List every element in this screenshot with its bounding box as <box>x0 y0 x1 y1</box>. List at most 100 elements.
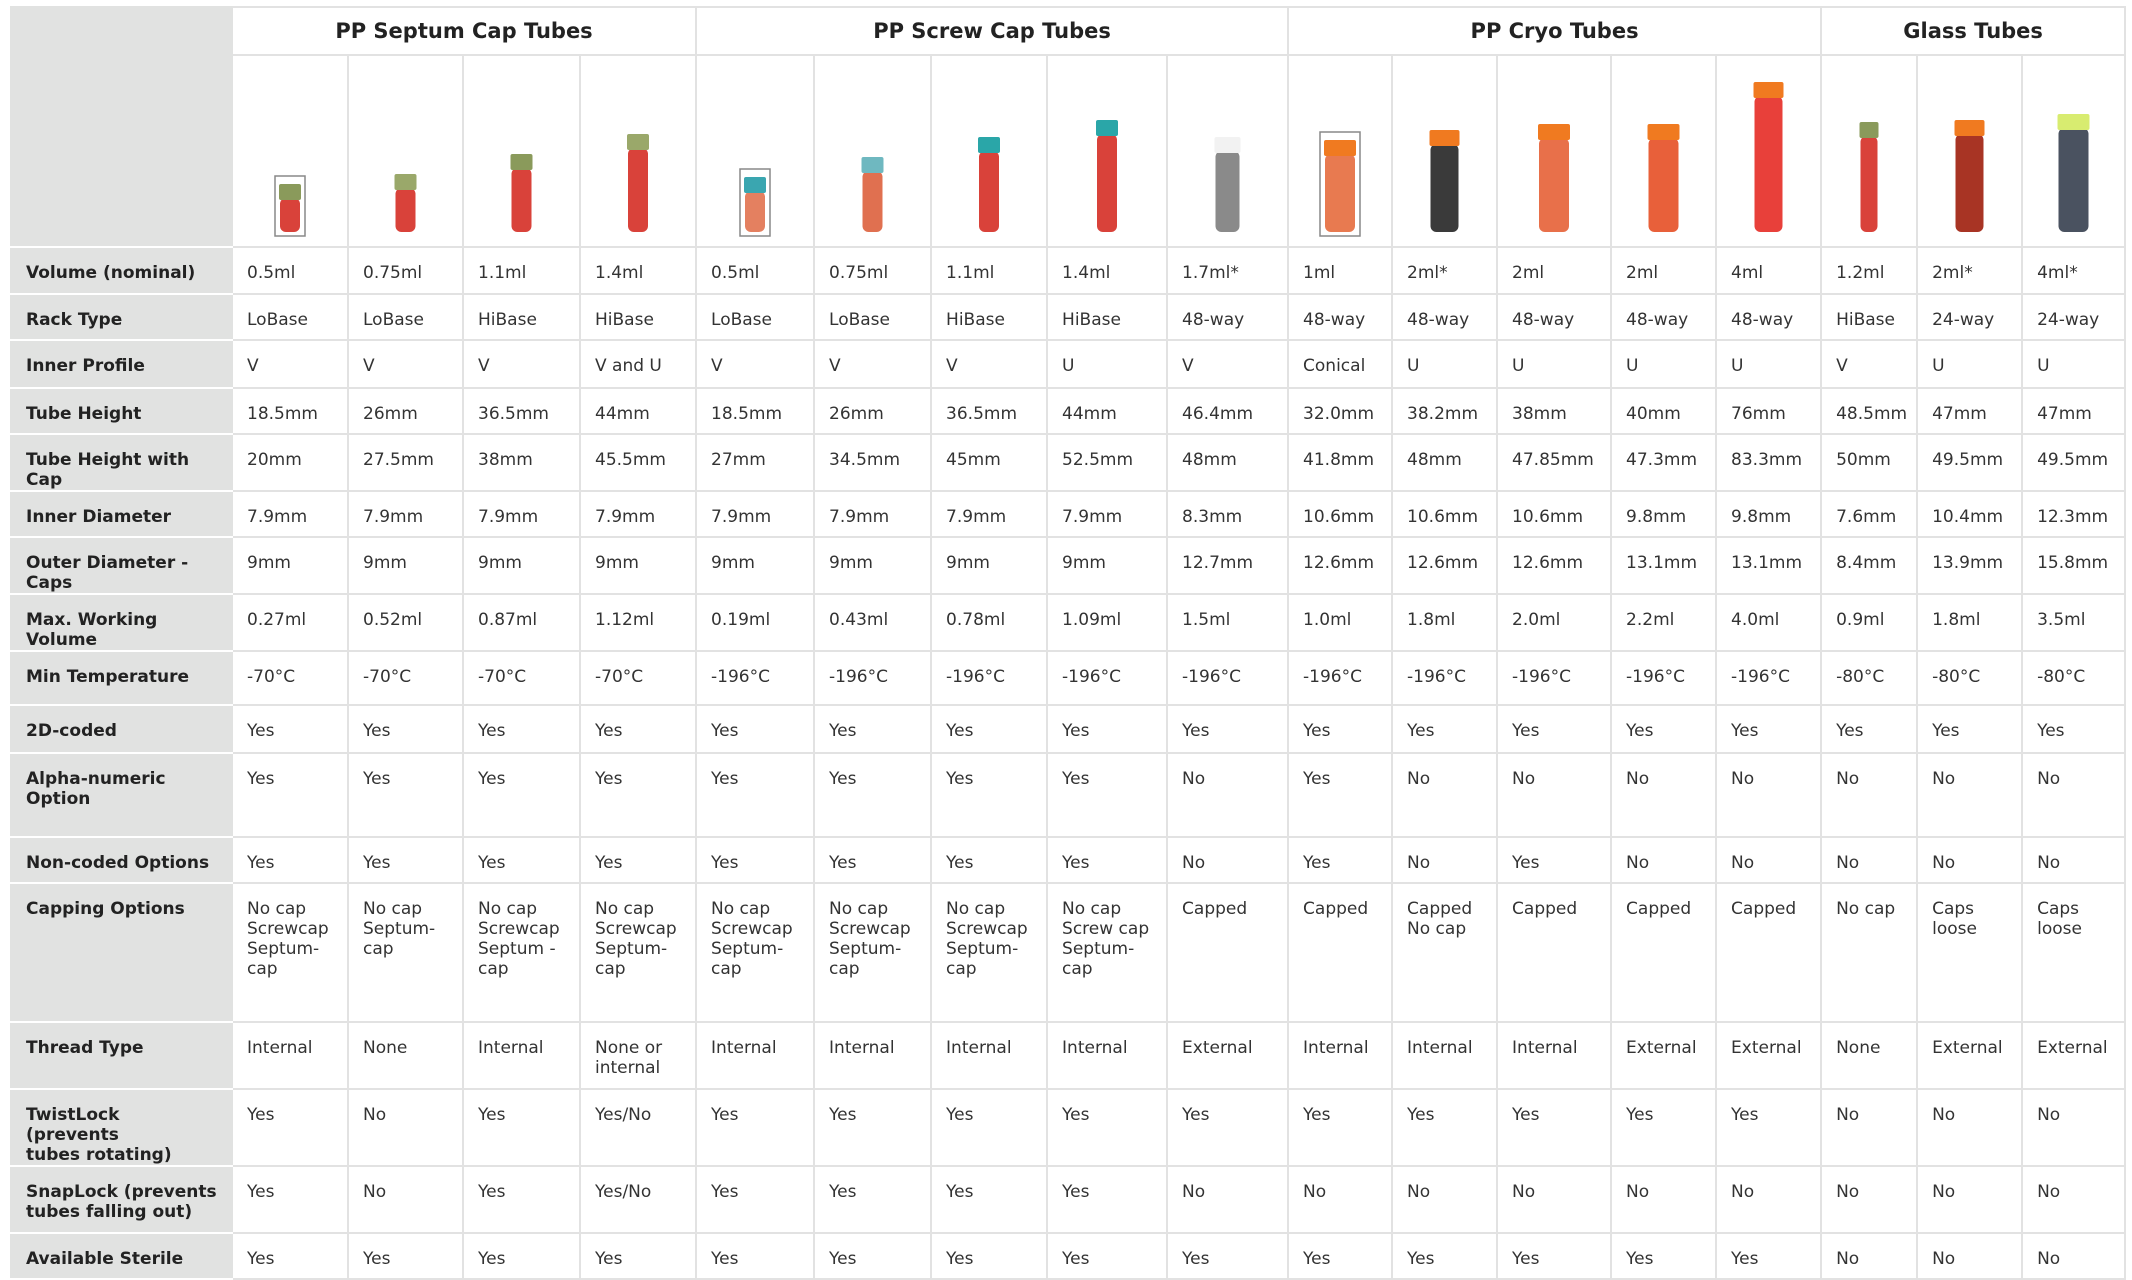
cell: 7.9mm <box>463 491 580 537</box>
tube-part <box>1097 134 1117 232</box>
cell: 9mm <box>232 537 348 594</box>
tube-part <box>862 157 884 173</box>
tube-part <box>863 171 883 232</box>
tube-part <box>512 168 532 232</box>
cell: 47.85mm <box>1497 434 1611 491</box>
cell: Yes <box>232 753 348 837</box>
cell: 1.8ml <box>1917 594 2022 651</box>
cell: Yes <box>232 705 348 753</box>
cell: Internal <box>232 1022 348 1089</box>
cell: 1.0ml <box>1288 594 1392 651</box>
cell: 38mm <box>1497 388 1611 434</box>
cell: 44mm <box>1047 388 1167 434</box>
tube-part <box>1860 122 1879 138</box>
tube-image <box>2022 55 2125 247</box>
cell: 8.4mm <box>1821 537 1917 594</box>
cell: 7.9mm <box>931 491 1047 537</box>
tube-drawing <box>932 56 1046 246</box>
cell: No <box>1821 1233 1917 1279</box>
cell: 7.9mm <box>814 491 931 537</box>
cell: Internal <box>696 1022 814 1089</box>
cell: 32.0mm <box>1288 388 1392 434</box>
cell: No <box>1821 837 1917 883</box>
cell: Yes <box>1047 705 1167 753</box>
row-label: Inner Diameter <box>11 491 232 537</box>
row-label: 2D-coded <box>11 705 232 753</box>
cell: 0.5ml <box>232 247 348 294</box>
cell: 45.5mm <box>580 434 696 491</box>
cell: 49.5mm <box>2022 434 2125 491</box>
tube-part <box>1539 138 1569 232</box>
cell: None or internal <box>580 1022 696 1089</box>
cell: 48mm <box>1167 434 1288 491</box>
cell: No <box>1716 1166 1821 1233</box>
cell: 15.8mm <box>2022 537 2125 594</box>
cell: No cap Septum- cap <box>348 883 463 1022</box>
cell: Yes <box>580 705 696 753</box>
tube-image <box>1167 55 1288 247</box>
cell: Internal <box>1047 1022 1167 1089</box>
cell: Yes <box>814 753 931 837</box>
cell: U <box>1716 340 1821 388</box>
tube-part <box>1215 137 1241 153</box>
cell: 10.6mm <box>1497 491 1611 537</box>
spec-row: Available SterileYesYesYesYesYesYesYesYe… <box>11 1233 2125 1279</box>
row-label: Non-coded Options <box>11 837 232 883</box>
cell: 2.0ml <box>1497 594 1611 651</box>
row-label: TwistLock (prevents tubes rotating) <box>11 1089 232 1166</box>
cell: 1ml <box>1288 247 1392 294</box>
spec-row: Rack TypeLoBaseLoBaseHiBaseHiBaseLoBaseL… <box>11 294 2125 340</box>
cell: Internal <box>1288 1022 1392 1089</box>
cell: Yes <box>1611 705 1716 753</box>
tube-image <box>232 55 348 247</box>
cell: 52.5mm <box>1047 434 1167 491</box>
cell: HiBase <box>1821 294 1917 340</box>
cell: 7.9mm <box>348 491 463 537</box>
cell: -196°C <box>1047 651 1167 705</box>
cell: 9mm <box>1047 537 1167 594</box>
cell: 1.4ml <box>580 247 696 294</box>
tube-part <box>279 184 301 200</box>
cell: Yes <box>1167 1089 1288 1166</box>
cell: 10.6mm <box>1288 491 1392 537</box>
cell: 1.09ml <box>1047 594 1167 651</box>
tube-part <box>1649 138 1679 232</box>
cell: Capped <box>1288 883 1392 1022</box>
tube-drawing <box>1498 56 1610 246</box>
cell: 48-way <box>1167 294 1288 340</box>
cell: 47mm <box>1917 388 2022 434</box>
cell: Internal <box>463 1022 580 1089</box>
cell: Internal <box>931 1022 1047 1089</box>
tube-drawing <box>1393 56 1496 246</box>
cell: No cap Screwcap Septum- cap <box>580 883 696 1022</box>
cell: 2.2ml <box>1611 594 1716 651</box>
cell: Yes <box>580 837 696 883</box>
spec-row: Non-coded OptionsYesYesYesYesYesYesYesYe… <box>11 837 2125 883</box>
tube-drawing <box>464 56 579 246</box>
group-header: Glass Tubes <box>1821 7 2125 55</box>
cell: No <box>1611 753 1716 837</box>
cell: Capped <box>1611 883 1716 1022</box>
cell: U <box>1047 340 1167 388</box>
cell: 49.5mm <box>1917 434 2022 491</box>
cell: 38mm <box>463 434 580 491</box>
cell: No <box>2022 1089 2125 1166</box>
cell: V <box>463 340 580 388</box>
cell: Yes <box>1392 705 1497 753</box>
cell: Yes <box>931 1089 1047 1166</box>
tube-part <box>280 198 300 232</box>
tube-part <box>627 134 649 150</box>
tube-image <box>1047 55 1167 247</box>
cell: 13.1mm <box>1611 537 1716 594</box>
cell: 48-way <box>1497 294 1611 340</box>
cell: Yes <box>1288 1089 1392 1166</box>
tube-image <box>1821 55 1917 247</box>
cell: Capped <box>1497 883 1611 1022</box>
row-label: Min Temperature <box>11 651 232 705</box>
page: {"groups": ["PP Septum Cap Tubes", "PP S… <box>0 0 2132 1239</box>
cell: -196°C <box>1611 651 1716 705</box>
cell: No cap <box>1821 883 1917 1022</box>
cell: 34.5mm <box>814 434 931 491</box>
